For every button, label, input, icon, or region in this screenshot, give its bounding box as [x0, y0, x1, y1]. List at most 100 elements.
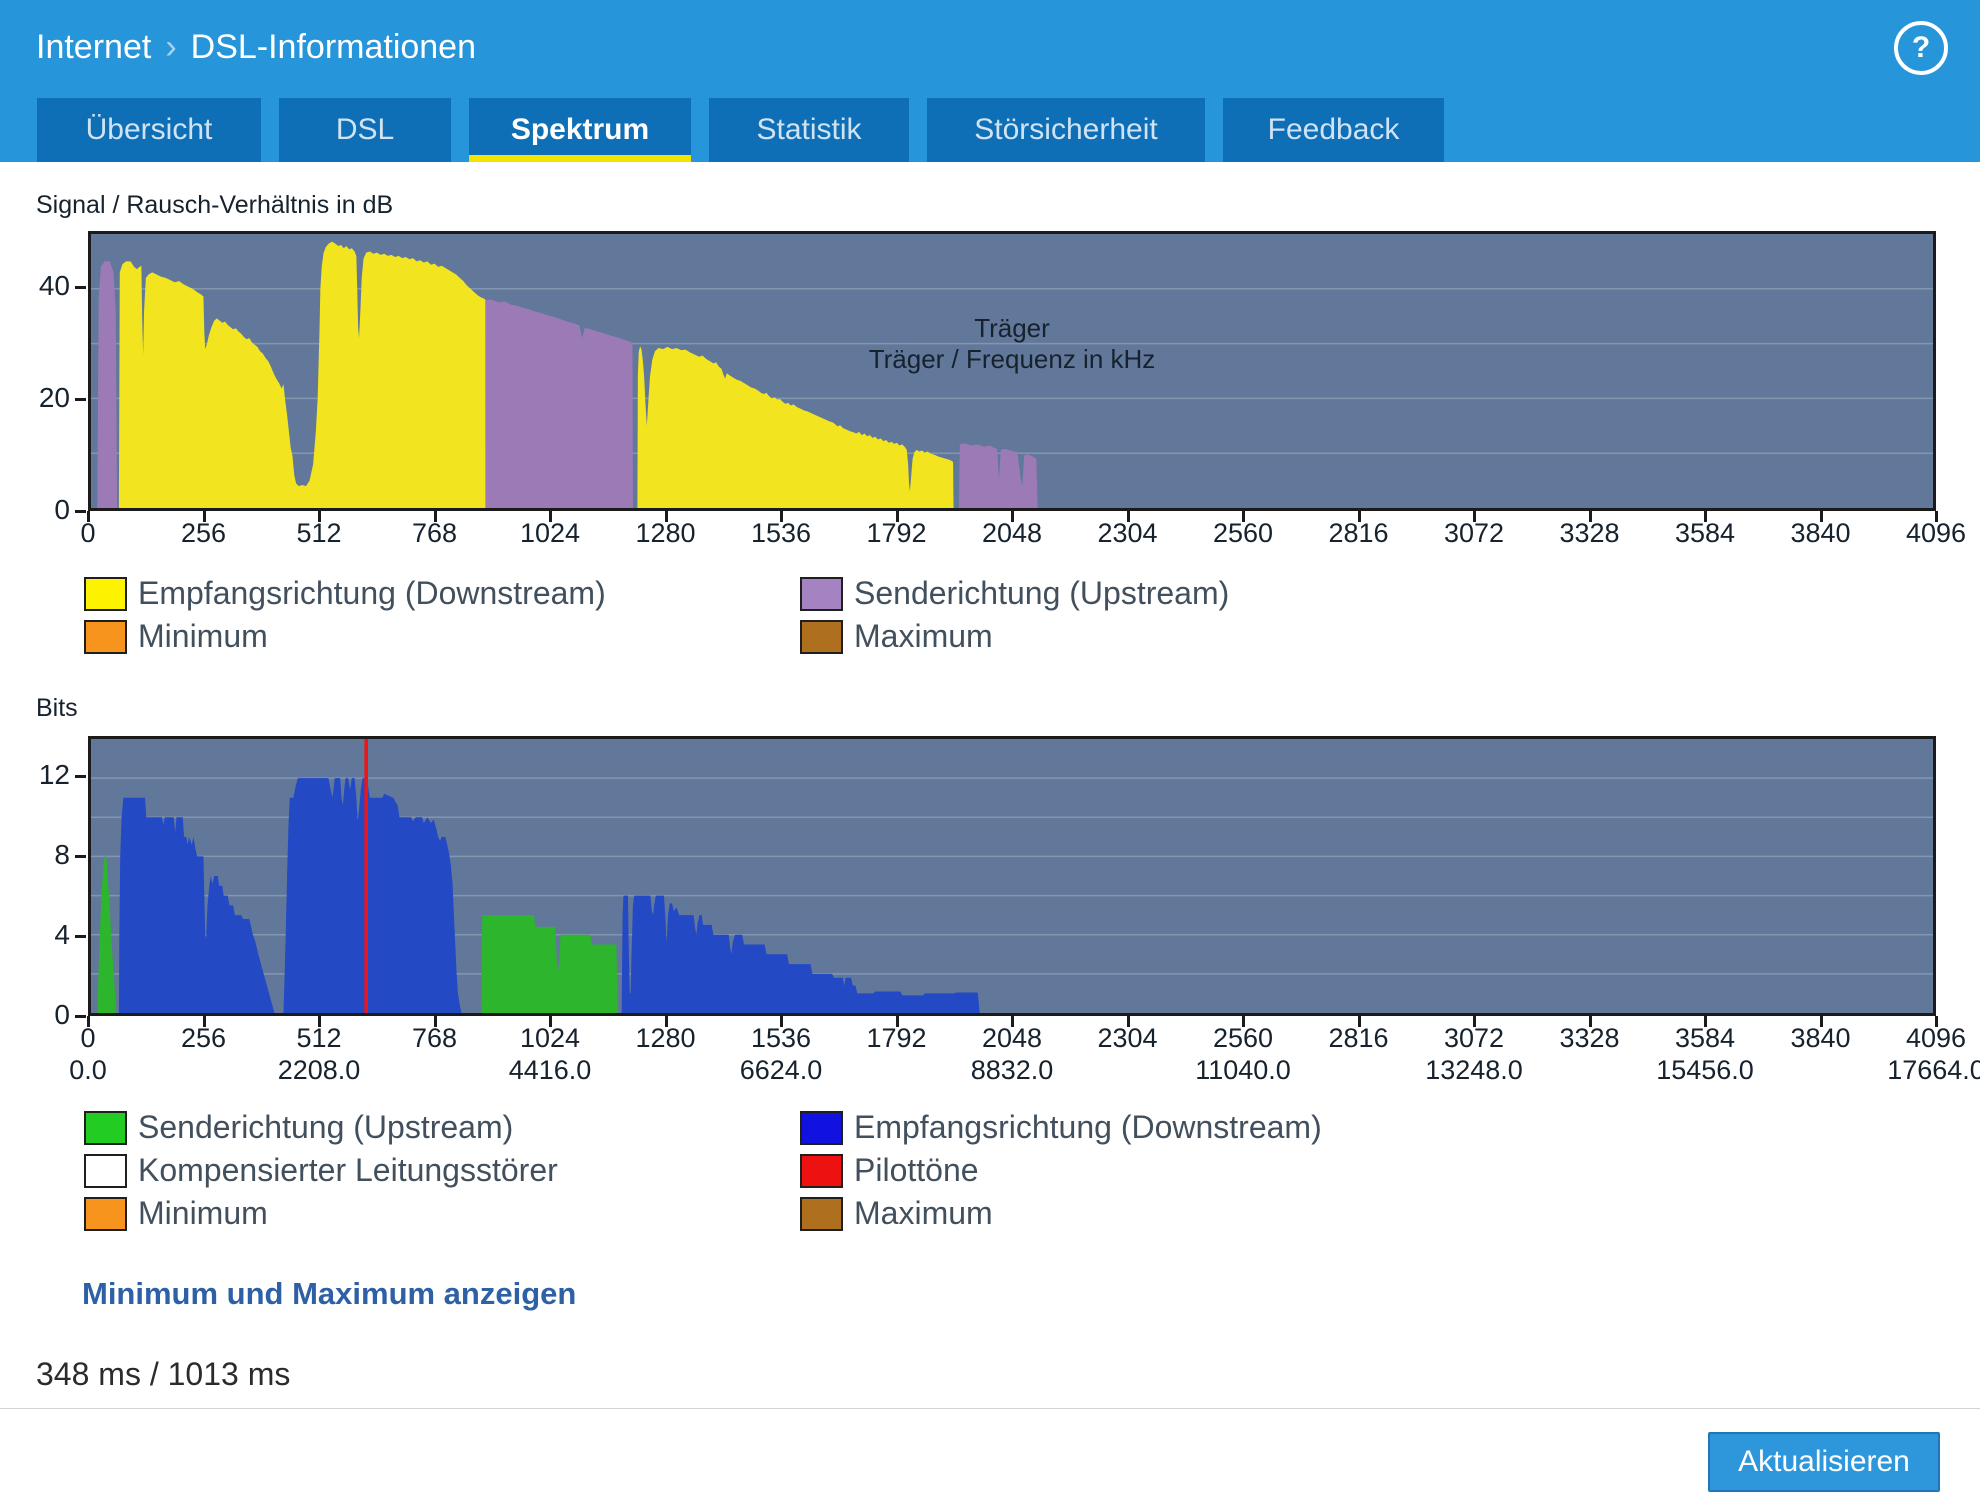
series-senderichtung-upstream- [481, 915, 618, 1013]
y-tick-label: 4 [0, 919, 70, 951]
y-tick [75, 510, 86, 513]
legend-swatch [800, 1154, 843, 1188]
x-tick-label: 3072 [1444, 518, 1504, 549]
legend-item: Maximum [800, 1196, 1322, 1231]
tab-uebersicht[interactable]: Übersicht [37, 98, 261, 162]
y-tick-label: 12 [0, 759, 70, 791]
series-empfangsrichtung-downstream- [283, 778, 461, 1013]
x-tick-label: 2304 [1097, 1023, 1157, 1054]
x-tick-label: 3328 [1559, 1023, 1619, 1054]
x-tick-label: 3328 [1559, 518, 1619, 549]
legend-swatch [800, 577, 843, 611]
x-tick-label: 1536 [751, 1023, 811, 1054]
legend-swatch [84, 1197, 127, 1231]
x-tick-label: 768 [412, 518, 457, 549]
y-tick-label: 8 [0, 839, 70, 871]
x-tick-label: 2048 [982, 1023, 1042, 1054]
x-tick-label: 256 [181, 518, 226, 549]
legend-label: Empfangsrichtung (Downstream) [854, 1109, 1322, 1146]
legend-label: Pilottöne [854, 1152, 979, 1189]
x-frequency-label: 6624.0 [740, 1055, 823, 1086]
x-tick-label: 2048 [982, 518, 1042, 549]
snr-legend: Empfangsrichtung (Downstream)Senderichtu… [84, 576, 1229, 654]
legend-label: Maximum [854, 618, 993, 655]
x-tick-label: 2816 [1328, 1023, 1388, 1054]
legend-item: Kompensierter Leitungsstörer [84, 1153, 800, 1188]
x-frequency-label: 8832.0 [971, 1055, 1054, 1086]
x-frequency-label: 0.0 [69, 1055, 107, 1086]
x-tick-label: 3840 [1790, 1023, 1850, 1054]
x-tick-label: 1536 [751, 518, 811, 549]
footer-divider [0, 1408, 1980, 1409]
legend-swatch [84, 1154, 127, 1188]
legend-item: Senderichtung (Upstream) [84, 1110, 800, 1145]
legend-label: Senderichtung (Upstream) [854, 575, 1229, 612]
legend-swatch [800, 1111, 843, 1145]
legend-item: Pilottöne [800, 1153, 1322, 1188]
x-tick-label: 3584 [1675, 518, 1735, 549]
x-frequency-label: 13248.0 [1425, 1055, 1523, 1086]
tab-feedback[interactable]: Feedback [1223, 98, 1444, 162]
x-tick-label: 1792 [866, 1023, 926, 1054]
tab-statistik[interactable]: Statistik [709, 98, 909, 162]
legend-label: Kompensierter Leitungsstörer [138, 1152, 558, 1189]
x-tick-label: 2560 [1213, 1023, 1273, 1054]
y-tick [75, 286, 86, 289]
y-tick [75, 398, 86, 401]
legend-item: Minimum [84, 1196, 800, 1231]
series-empfangsrichtung-downstream- [119, 798, 275, 1013]
x-tick-label: 3072 [1444, 1023, 1504, 1054]
y-tick-label: 20 [0, 382, 70, 414]
dsl-information-page: Internet›DSL-Informationen ? Übersicht DS… [0, 0, 1980, 1510]
x-tick-label: 3840 [1790, 518, 1850, 549]
x-frequency-label: 4416.0 [509, 1055, 592, 1086]
plot-area [88, 736, 1936, 1016]
tab-bar: Übersicht DSL Spektrum Statistik Störsicherh… [37, 98, 1444, 162]
x-tick-label: 512 [296, 1023, 341, 1054]
x-tick-label: 1280 [635, 518, 695, 549]
latency-status-text: 348 ms / 1013 ms [36, 1356, 290, 1393]
x-tick-label: 2304 [1097, 518, 1157, 549]
tab-stoersicherheit[interactable]: Störsicherheit [927, 98, 1205, 162]
legend-swatch [800, 620, 843, 654]
legend-swatch [800, 1197, 843, 1231]
legend-label: Maximum [854, 1195, 993, 1232]
x-tick-label: 256 [181, 1023, 226, 1054]
x-frequency-label: 2208.0 [278, 1055, 361, 1086]
legend-swatch [84, 620, 127, 654]
x-frequency-label: 17664.0 [1887, 1055, 1980, 1086]
show-min-max-link[interactable]: Minimum und Maximum anzeigen [82, 1276, 576, 1312]
bits-x-axis-title: Träger / Frequenz in kHz [88, 344, 1936, 375]
y-tick-label: 40 [0, 270, 70, 302]
refresh-button[interactable]: Aktualisieren [1708, 1432, 1940, 1492]
x-tick-label: 2816 [1328, 518, 1388, 549]
x-tick-label: 1024 [520, 1023, 580, 1054]
legend-label: Minimum [138, 618, 268, 655]
page-title: DSL-Informationen [191, 28, 476, 66]
breadcrumb-separator-icon: › [151, 28, 190, 66]
header-bar: Internet›DSL-Informationen ? Übersicht DS… [0, 0, 1980, 162]
breadcrumb-section[interactable]: Internet [36, 28, 151, 66]
x-frequency-label: 11040.0 [1195, 1055, 1291, 1086]
y-tick-label: 0 [0, 999, 70, 1031]
x-tick-label: 1024 [520, 518, 580, 549]
series-senderichtung-upstream- [97, 261, 117, 508]
x-tick-label: 4096 [1906, 1023, 1966, 1054]
x-tick-label: 2560 [1213, 518, 1273, 549]
series-pilott-ne [364, 739, 368, 1013]
y-tick [75, 855, 86, 858]
tab-dsl[interactable]: DSL [279, 98, 451, 162]
snr-chart-title: Signal / Rausch-Verhältnis in dB [36, 191, 393, 220]
legend-swatch [84, 577, 127, 611]
bits-chart-title: Bits [36, 694, 78, 723]
help-icon[interactable]: ? [1894, 21, 1948, 75]
breadcrumb: Internet›DSL-Informationen [36, 28, 476, 67]
tab-spektrum[interactable]: Spektrum [469, 98, 691, 162]
y-tick-label: 0 [0, 494, 70, 526]
x-tick-label: 768 [412, 1023, 457, 1054]
x-tick-label: 512 [296, 518, 341, 549]
legend-label: Senderichtung (Upstream) [138, 1109, 513, 1146]
snr-x-axis-title: Träger [88, 313, 1936, 344]
legend-item: Empfangsrichtung (Downstream) [800, 1110, 1322, 1145]
y-tick [75, 775, 86, 778]
